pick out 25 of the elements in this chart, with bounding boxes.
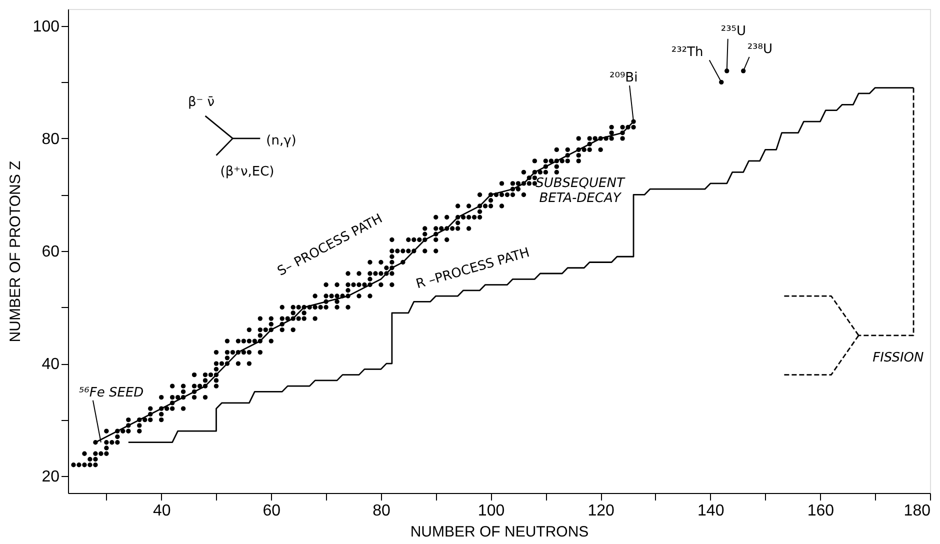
annotation: SUBSEQUENT BETA-DECAY xyxy=(536,176,626,206)
annotation: ²³⁸U xyxy=(747,42,772,57)
x-tick-label: 80 xyxy=(372,502,390,520)
y-tick-label: 80 xyxy=(42,130,60,148)
annotation: β⁻ ν̄ xyxy=(188,94,215,110)
x-tick-label: 60 xyxy=(262,502,281,520)
x-tick-label: 160 xyxy=(807,502,834,520)
annotation: ⁵⁶Fe SEED xyxy=(78,385,144,400)
x-tick-label: 40 xyxy=(152,502,171,520)
annotation: ²³⁵U xyxy=(720,24,746,39)
annotation: ²⁰⁹Bi xyxy=(610,70,638,86)
y-tick-label: 100 xyxy=(32,18,60,36)
x-tick-label: 140 xyxy=(698,502,724,520)
x-axis-title: NUMBER OF NEUTRONS xyxy=(410,524,589,540)
y-tick-label: 60 xyxy=(42,244,60,260)
annotation: ²³²Th xyxy=(671,45,704,60)
y-tick-label: 40 xyxy=(42,356,60,374)
x-tick-label: 100 xyxy=(478,502,505,520)
annotation: (n,γ) xyxy=(266,133,296,148)
x-tick-label: 120 xyxy=(588,502,615,520)
x-tick-label: 180 xyxy=(904,502,931,520)
annotation: (β⁺ν,EC) xyxy=(220,164,274,180)
y-axis-title: NUMBER OF PROTONS Z xyxy=(6,160,24,342)
annotation: FISSION xyxy=(872,350,924,366)
y-tick-label: 20 xyxy=(42,468,60,486)
